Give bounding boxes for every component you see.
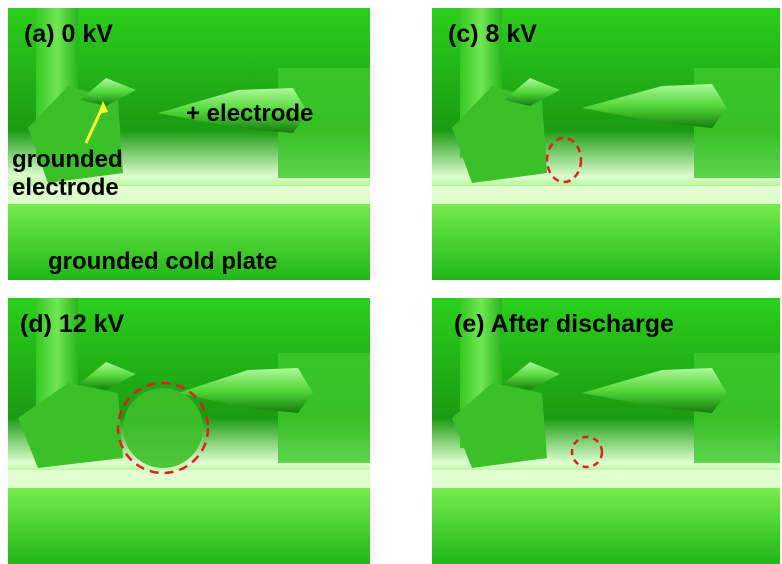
grounded-electrode-label-line1: grounded [12,146,123,173]
panel-a-image [8,8,370,280]
panel-d-image [8,298,370,564]
panel-c: (c) 8 kV [432,8,780,280]
panel-e: (e) After discharge [432,298,780,564]
panel-e-image [432,298,780,564]
cold-plate-label: grounded cold plate [48,248,278,275]
panel-a-label: (a) 0 kV [24,20,113,48]
panel-d: (d) 12 kV [8,298,370,564]
plus-electrode-label: + electrode [186,100,314,127]
panel-c-image [432,8,780,280]
panel-a: (a) 0 kV + electrode grounded electrode … [8,8,370,280]
panel-c-label: (c) 8 kV [448,20,537,48]
panel-d-label: (d) 12 kV [20,310,125,338]
panel-e-label: (e) After discharge [454,310,674,338]
grounded-electrode-label-line2: electrode [12,174,119,201]
